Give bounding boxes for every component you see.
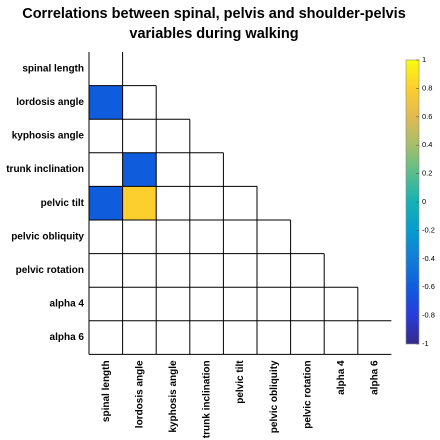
colorbar-tick-label: 0.2 [422,169,432,178]
colorbar-tick-label: -0.6 [422,282,435,291]
row-label-alpha-6: alpha 6 [50,332,85,343]
chart-title-line-1: Correlations between spinal, pelvis and … [22,6,406,22]
heatmap-cell-lordosis-angle-spinal-length [89,85,123,120]
row-label-spinal-length: spinal length [22,63,84,74]
column-label-lordosis-angle: lordosis angle [134,360,145,428]
column-label-pelvic-tilt: pelvic tilt [235,360,246,404]
row-label-pelvic-tilt: pelvic tilt [41,198,85,209]
colorbar-tick-label: 0 [422,197,426,206]
column-label-pelvic-obliquity: pelvic obliquity [269,360,280,433]
colorbar-tick-label: 0.6 [422,112,432,121]
row-label-kyphosis-angle: kyphosis angle [12,131,85,142]
heatmap-grid [88,52,392,355]
colorbar-tick-label: -1 [422,339,429,348]
heatmap-cell-pelvic-tilt-lordosis-angle [122,186,157,220]
row-label-pelvic-rotation: pelvic rotation [16,265,84,276]
colorbar-ticks: 1 0.8 0.6 0.4 0.2 0 -0.2 -0.4 -0.6 -0.8 -1 [416,55,435,348]
column-labels: spinal length lordosis angle kyphosis angl… [101,360,381,438]
column-label-spinal-length: spinal length [101,360,112,422]
colorbar-tick-label: 0.8 [422,83,432,92]
colorbar-tick-label: 0.4 [422,140,432,149]
colorbar-tick-label: -0.4 [422,254,435,263]
row-label-trunk-inclination: trunk inclination [6,164,84,175]
colorbar-tick-label: -0.8 [422,311,435,320]
heatmap-cells [89,85,157,220]
column-label-alpha-6: alpha 6 [370,360,381,395]
column-label-alpha-4: alpha 4 [336,360,347,395]
heatmap-cell-trunk-inclination-lordosis-angle [122,152,157,187]
column-label-kyphosis-angle: kyphosis angle [168,360,179,433]
column-label-pelvic-rotation: pelvic rotation [302,360,313,428]
chart-title-line-2: variables during walking [129,26,298,42]
colorbar-tick-label: -0.2 [422,225,435,234]
colorbar-tick-label: 1 [422,55,426,64]
row-label-lordosis-angle: lordosis angle [16,97,84,108]
heatmap-cell-pelvic-tilt-spinal-length [89,186,123,220]
column-label-trunk-inclination: trunk inclination [202,360,213,438]
row-label-pelvic-obliquity: pelvic obliquity [11,231,84,242]
row-label-alpha-4: alpha 4 [50,299,85,310]
row-labels: spinal length lordosis angle kyphosis angl… [6,63,84,343]
